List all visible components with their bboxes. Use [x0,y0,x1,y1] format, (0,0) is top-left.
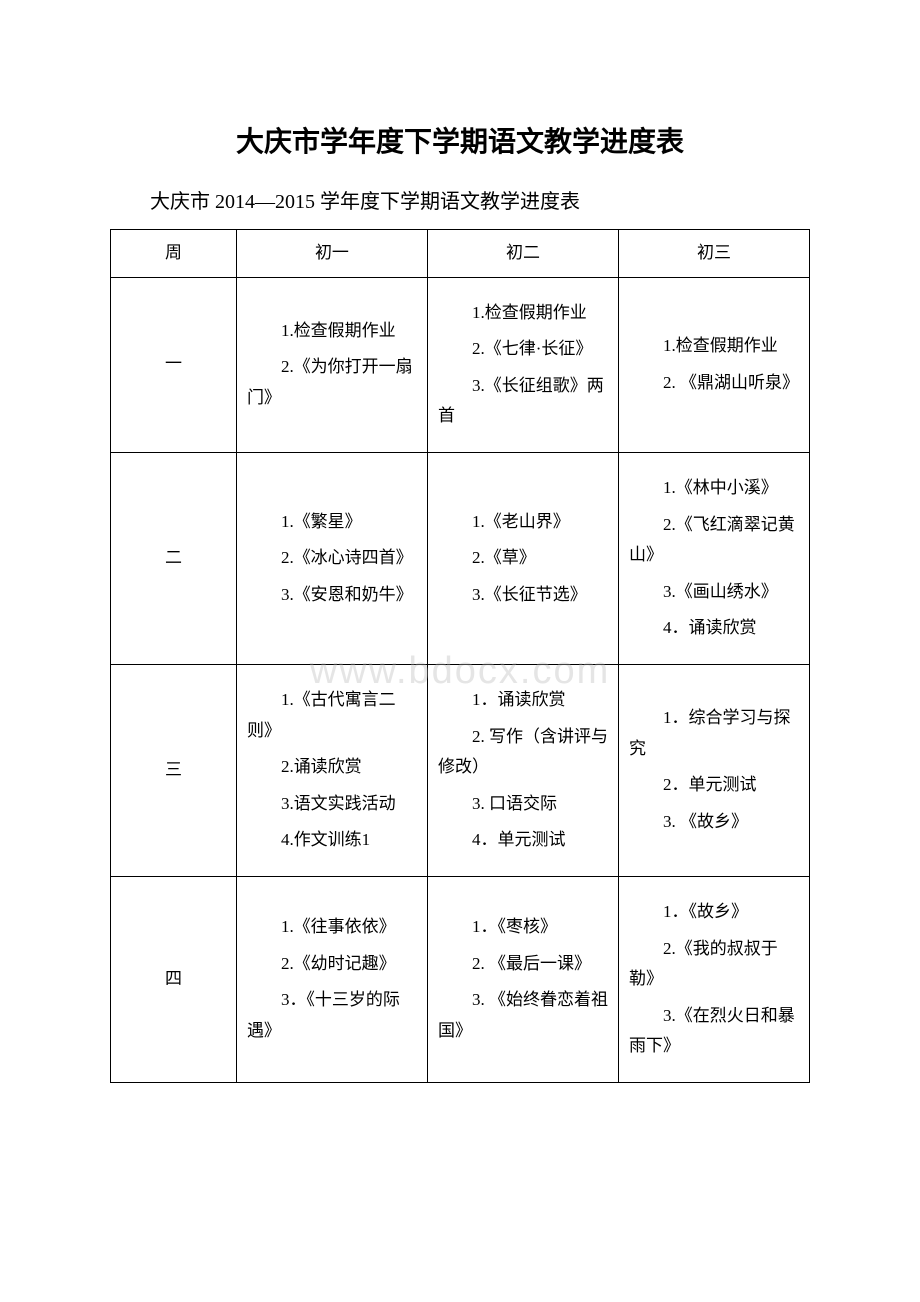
grade1-cell: 1.《古代寓言二则》 2.诵读欣赏 3.语文实践活动 4.作文训练1 [236,664,427,876]
list-item: 1.《老山界》 [438,507,608,538]
grade3-cell: 1．《故乡》 2.《我的叔叔于勒》3.《在烈火日和暴雨下》 [618,876,809,1082]
list-item: 2.《我的叔叔于勒》 [629,934,799,995]
list-item: 2.《冰心诗四首》 [247,543,417,574]
page-title: 大庆市学年度下学期语文教学进度表 [110,120,810,160]
table-row: 三1.《古代寓言二则》 2.诵读欣赏 3.语文实践活动 4.作文训练1 1．诵读欣赏 2.… [111,664,810,876]
cell-content: 1.《往事依依》 2.《幼时记趣》 3．《十三岁的际遇》 [243,902,421,1056]
grade2-cell: 1.《老山界》 2.《草》 3.《长征节选》 [427,452,618,664]
list-item: 1.检查假期作业 [438,298,608,329]
cell-content: 1.检查假期作业 2.《为你打开一扇门》 [243,306,421,424]
schedule-table: 周 初一 初二 初三 一 1.检查假期作业 2.《为你打开一扇门》 1.检查假期作业 2… [110,229,810,1083]
table-row: 四 1.《往事依依》 2.《幼时记趣》 3．《十三岁的际遇》 1．《枣核》 2. 《最后一… [111,876,810,1082]
list-item: 2.《七律·长征》 [438,334,608,365]
list-item: 1．《故乡》 [629,897,799,928]
week-cell: 二 [111,452,237,664]
grade2-cell: 1.检查假期作业 2.《七律·长征》 3.《长征组歌》两首 [427,277,618,452]
list-item: 1.《往事依依》 [247,912,417,943]
header-week: 周 [111,230,237,278]
table-body: 一 1.检查假期作业 2.《为你打开一扇门》 1.检查假期作业 2.《七律·长征》 3.《… [111,277,810,1082]
grade3-cell: 1.《林中小溪》 2.《飞红滴翠记黄山》 3.《画山绣水》 4．诵读欣赏 [618,452,809,664]
list-item: 2．单元测试 [629,770,799,801]
cell-content: 1．诵读欣赏 2. 写作（含讲评与修改） 3. 口语交际 4．单元测试 [434,675,612,866]
list-item: 4．单元测试 [438,825,608,856]
cell-content: 1.《繁星》 2.《冰心诗四首》 3.《安恩和奶牛》 [243,497,421,621]
header-grade2: 初二 [427,230,618,278]
list-item: 3. 《始终眷恋着祖国》 [438,985,608,1046]
cell-content: 1．《故乡》 2.《我的叔叔于勒》3.《在烈火日和暴雨下》 [625,887,803,1072]
grade2-cell: 1．《枣核》 2. 《最后一课》 3. 《始终眷恋着祖国》 [427,876,618,1082]
week-cell: 三 [111,664,237,876]
list-item: 1.《繁星》 [247,507,417,538]
list-item: 1.检查假期作业 [629,331,799,362]
grade3-cell: 1．综合学习与探究 2．单元测试 3. 《故乡》 [618,664,809,876]
list-item: 2. 《最后一课》 [438,949,608,980]
list-item: 3.《长征节选》 [438,580,608,611]
grade1-cell: 1.《往事依依》 2.《幼时记趣》 3．《十三岁的际遇》 [236,876,427,1082]
cell-content: 1.《老山界》 2.《草》 3.《长征节选》 [434,497,612,621]
list-item: 3.《安恩和奶牛》 [247,580,417,611]
list-item: 1.《林中小溪》 [629,473,799,504]
cell-content: 1．《枣核》 2. 《最后一课》 3. 《始终眷恋着祖国》 [434,902,612,1056]
week-cell: 一 [111,277,237,452]
list-item: 3.《画山绣水》 [629,577,799,608]
cell-content: 1.检查假期作业 2. 《鼎湖山听泉》 [625,321,803,408]
cell-content: 1.《古代寓言二则》 2.诵读欣赏 3.语文实践活动 4.作文训练1 [243,675,421,866]
grade1-cell: 1.《繁星》 2.《冰心诗四首》 3.《安恩和奶牛》 [236,452,427,664]
list-item: 3.《在烈火日和暴雨下》 [629,1001,799,1062]
cell-content: 1．综合学习与探究 2．单元测试 3. 《故乡》 [625,693,803,847]
list-item: 2.《为你打开一扇门》 [247,352,417,413]
header-grade3: 初三 [618,230,809,278]
list-item: 1．《枣核》 [438,912,608,943]
list-item: 2. 《鼎湖山听泉》 [629,368,799,399]
table-header-row: 周 初一 初二 初三 [111,230,810,278]
list-item: 1．综合学习与探究 [629,703,799,764]
list-item: 4.作文训练1 [247,825,417,856]
header-grade1: 初一 [236,230,427,278]
list-item: 1．诵读欣赏 [438,685,608,716]
list-item: 2.诵读欣赏 [247,752,417,783]
list-item: 3. 《故乡》 [629,807,799,838]
list-item: 3. 口语交际 [438,789,608,820]
cell-content: 1.检查假期作业 2.《七律·长征》 3.《长征组歌》两首 [434,288,612,442]
list-item: 1.《古代寓言二则》 [247,685,417,746]
week-cell: 四 [111,876,237,1082]
cell-content: 1.《林中小溪》 2.《飞红滴翠记黄山》 3.《画山绣水》 4．诵读欣赏 [625,463,803,654]
list-item: 2.《飞红滴翠记黄山》 [629,510,799,571]
page-subtitle: 大庆市 2014—2015 学年度下学期语文教学进度表 [150,185,810,214]
list-item: 2.《幼时记趣》 [247,949,417,980]
list-item: 3.语文实践活动 [247,789,417,820]
list-item: 1.检查假期作业 [247,316,417,347]
list-item: 3.《长征组歌》两首 [438,371,608,432]
table-row: 二 1.《繁星》 2.《冰心诗四首》 3.《安恩和奶牛》 1.《老山界》 2.《草》 3.《… [111,452,810,664]
table-row: 一 1.检查假期作业 2.《为你打开一扇门》 1.检查假期作业 2.《七律·长征》 3.《… [111,277,810,452]
grade3-cell: 1.检查假期作业 2. 《鼎湖山听泉》 [618,277,809,452]
list-item: 3．《十三岁的际遇》 [247,985,417,1046]
grade2-cell: 1．诵读欣赏 2. 写作（含讲评与修改） 3. 口语交际 4．单元测试 [427,664,618,876]
list-item: 4．诵读欣赏 [629,613,799,644]
list-item: 2.《草》 [438,543,608,574]
list-item: 2. 写作（含讲评与修改） [438,722,608,783]
grade1-cell: 1.检查假期作业 2.《为你打开一扇门》 [236,277,427,452]
